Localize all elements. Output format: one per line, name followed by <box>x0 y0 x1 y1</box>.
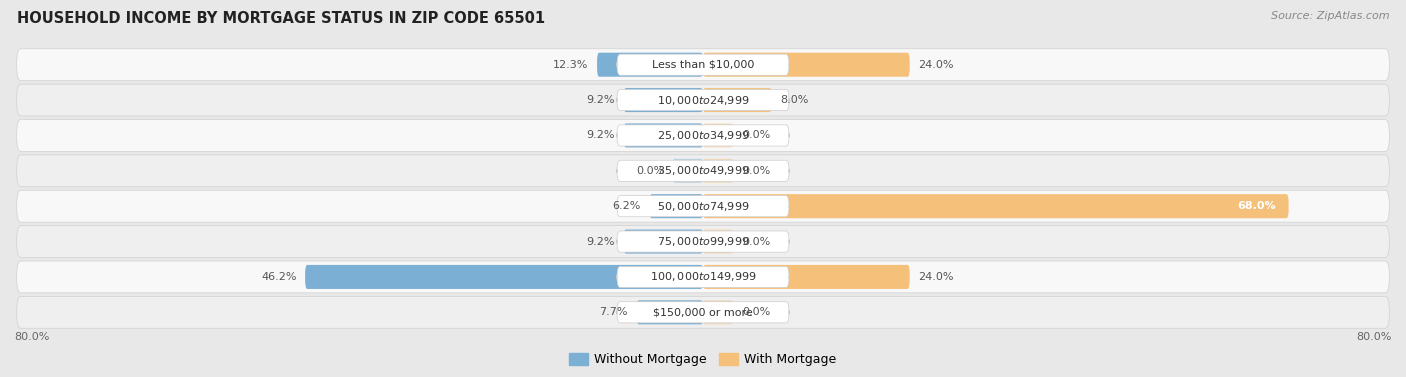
FancyBboxPatch shape <box>17 226 1389 257</box>
FancyBboxPatch shape <box>703 123 733 147</box>
Text: 9.2%: 9.2% <box>586 95 616 105</box>
FancyBboxPatch shape <box>673 159 703 183</box>
Text: 0.0%: 0.0% <box>742 130 770 141</box>
FancyBboxPatch shape <box>703 159 733 183</box>
Text: $75,000 to $99,999: $75,000 to $99,999 <box>657 235 749 248</box>
Text: 24.0%: 24.0% <box>918 272 953 282</box>
FancyBboxPatch shape <box>617 54 789 75</box>
Text: Less than $10,000: Less than $10,000 <box>652 60 754 70</box>
FancyBboxPatch shape <box>624 123 703 147</box>
Text: 80.0%: 80.0% <box>1357 332 1392 342</box>
FancyBboxPatch shape <box>17 49 1389 81</box>
FancyBboxPatch shape <box>617 196 789 217</box>
Text: 0.0%: 0.0% <box>636 166 664 176</box>
FancyBboxPatch shape <box>617 266 789 288</box>
FancyBboxPatch shape <box>17 190 1389 222</box>
FancyBboxPatch shape <box>305 265 703 289</box>
Text: Source: ZipAtlas.com: Source: ZipAtlas.com <box>1271 11 1389 21</box>
Text: 0.0%: 0.0% <box>742 307 770 317</box>
FancyBboxPatch shape <box>617 231 789 252</box>
Text: 9.2%: 9.2% <box>586 130 616 141</box>
Text: 9.2%: 9.2% <box>586 236 616 247</box>
Text: $35,000 to $49,999: $35,000 to $49,999 <box>657 164 749 177</box>
Text: 80.0%: 80.0% <box>14 332 49 342</box>
FancyBboxPatch shape <box>17 296 1389 328</box>
FancyBboxPatch shape <box>703 230 733 254</box>
FancyBboxPatch shape <box>703 265 910 289</box>
Text: $100,000 to $149,999: $100,000 to $149,999 <box>650 270 756 284</box>
Text: $25,000 to $34,999: $25,000 to $34,999 <box>657 129 749 142</box>
Text: 68.0%: 68.0% <box>1237 201 1275 211</box>
Text: 0.0%: 0.0% <box>742 236 770 247</box>
FancyBboxPatch shape <box>617 89 789 111</box>
Text: 7.7%: 7.7% <box>599 307 628 317</box>
Text: 12.3%: 12.3% <box>553 60 589 70</box>
Text: 46.2%: 46.2% <box>262 272 297 282</box>
Text: $10,000 to $24,999: $10,000 to $24,999 <box>657 93 749 107</box>
FancyBboxPatch shape <box>17 155 1389 187</box>
FancyBboxPatch shape <box>703 53 910 77</box>
FancyBboxPatch shape <box>703 300 733 324</box>
FancyBboxPatch shape <box>703 194 1289 218</box>
FancyBboxPatch shape <box>17 120 1389 151</box>
Text: 8.0%: 8.0% <box>780 95 808 105</box>
FancyBboxPatch shape <box>703 88 772 112</box>
Text: $50,000 to $74,999: $50,000 to $74,999 <box>657 200 749 213</box>
Text: HOUSEHOLD INCOME BY MORTGAGE STATUS IN ZIP CODE 65501: HOUSEHOLD INCOME BY MORTGAGE STATUS IN Z… <box>17 11 546 26</box>
FancyBboxPatch shape <box>617 302 789 323</box>
FancyBboxPatch shape <box>617 160 789 181</box>
FancyBboxPatch shape <box>17 84 1389 116</box>
Text: 24.0%: 24.0% <box>918 60 953 70</box>
Legend: Without Mortgage, With Mortgage: Without Mortgage, With Mortgage <box>564 348 842 371</box>
FancyBboxPatch shape <box>17 261 1389 293</box>
Text: $150,000 or more: $150,000 or more <box>654 307 752 317</box>
FancyBboxPatch shape <box>624 230 703 254</box>
FancyBboxPatch shape <box>624 88 703 112</box>
FancyBboxPatch shape <box>637 300 703 324</box>
FancyBboxPatch shape <box>598 53 703 77</box>
Text: 0.0%: 0.0% <box>742 166 770 176</box>
FancyBboxPatch shape <box>617 125 789 146</box>
FancyBboxPatch shape <box>650 194 703 218</box>
Text: 6.2%: 6.2% <box>613 201 641 211</box>
